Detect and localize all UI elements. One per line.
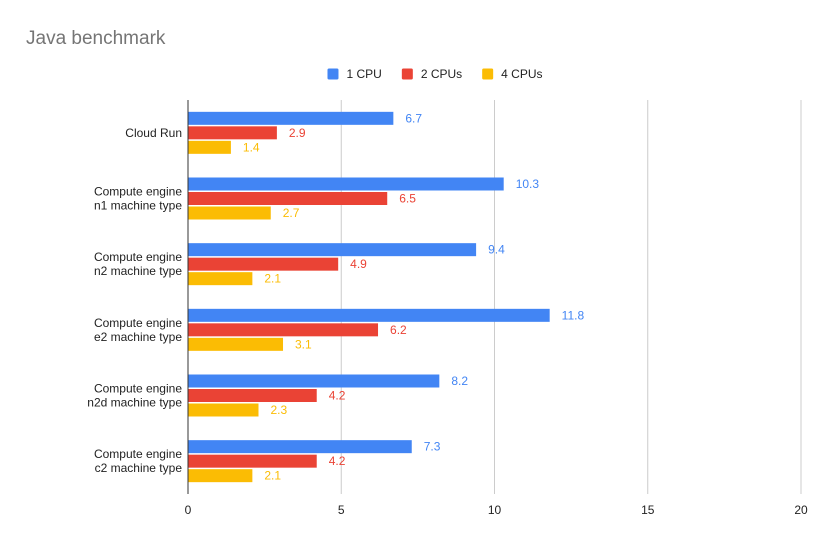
x-tick-label: 10	[488, 503, 502, 517]
x-tick-label: 15	[641, 503, 655, 517]
legend-label: 4 CPUs	[501, 67, 542, 81]
data-label: 6.2	[390, 323, 407, 337]
grid-lines	[187, 100, 802, 494]
category-label: Compute engine n1 machine type	[94, 185, 182, 213]
category-label: Compute engine c2 machine type	[94, 447, 182, 475]
legend: 1 CPU 2 CPUs 4 CPUs	[327, 67, 543, 81]
data-label: 6.7	[405, 111, 422, 125]
data-label: 3.1	[295, 337, 312, 351]
category-label: Compute engine n2 machine type	[94, 250, 182, 278]
data-label: 6.5	[399, 192, 416, 206]
bar	[188, 454, 317, 468]
data-label: 7.3	[424, 440, 441, 454]
bar	[188, 206, 271, 220]
bar	[188, 177, 504, 191]
data-label: 10.3	[516, 177, 540, 191]
category-label: Compute engine e2 machine type	[94, 316, 182, 344]
legend-swatch	[327, 68, 339, 80]
category-label: Compute engine n2d machine type	[87, 382, 182, 410]
bar	[188, 403, 259, 417]
x-tick-label: 20	[794, 503, 808, 517]
x-tick-label: 0	[185, 503, 192, 517]
bar	[188, 111, 394, 125]
x-tick-labels-group: 0 5 10 15 20	[185, 503, 808, 517]
bar	[188, 469, 253, 483]
bar	[188, 374, 440, 388]
data-label: 2.3	[270, 403, 287, 417]
data-label: 9.4	[488, 243, 505, 257]
legend-swatch	[482, 68, 494, 80]
bar	[188, 323, 379, 337]
data-label: 4.2	[329, 454, 346, 468]
bar	[188, 440, 412, 454]
bar	[188, 272, 253, 286]
bar	[188, 337, 284, 351]
data-label: 2.7	[283, 206, 300, 220]
bar	[188, 257, 339, 271]
category-labels-group: Cloud Run Compute engine n1 machine type Co…	[87, 126, 182, 475]
data-label: 2.9	[289, 126, 306, 140]
legend-label: 2 CPUs	[421, 67, 462, 81]
bar	[188, 192, 388, 205]
x-tick-label: 5	[338, 503, 345, 517]
data-label: 2.1	[264, 469, 281, 483]
bar	[188, 243, 477, 257]
legend-label: 1 CPU	[346, 67, 381, 81]
data-label: 11.8	[562, 308, 585, 322]
data-label: 2.1	[264, 272, 281, 286]
data-label: 1.4	[243, 140, 260, 154]
bar	[188, 308, 550, 322]
data-label: 8.2	[451, 374, 468, 388]
chart-title: Java benchmark	[26, 28, 166, 49]
value-labels-group: 6.7 2.9 1.4 10.3 6.5 2.7 9.4 4.9 2.1 11.8 6.2 3.1 8.…	[243, 111, 585, 482]
legend-swatch	[401, 68, 413, 80]
data-label: 4.2	[329, 389, 346, 403]
bar	[188, 126, 277, 140]
bars-group	[188, 111, 550, 483]
category-label: Cloud Run	[125, 126, 182, 140]
bar	[188, 389, 317, 402]
data-label: 4.9	[350, 257, 367, 271]
bar	[188, 140, 231, 154]
